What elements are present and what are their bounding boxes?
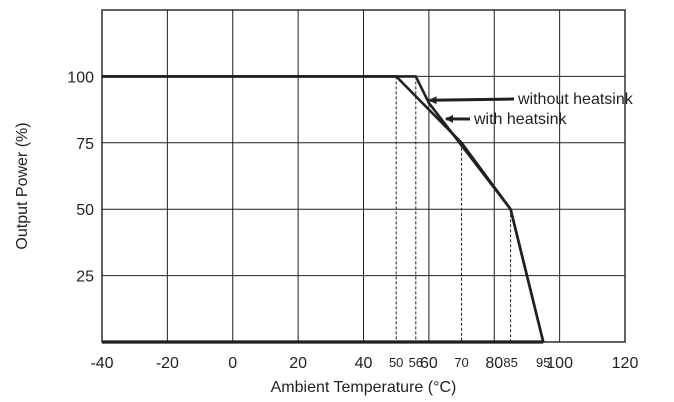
x-minor-tick-70: 70 — [454, 355, 468, 370]
annotation-label-1: without heatsink — [517, 91, 634, 108]
x-tick-40: 40 — [355, 355, 373, 372]
annotations: without heatsink with heatsink — [428, 91, 634, 128]
x-tick-0: 0 — [228, 355, 237, 372]
grid-lines — [102, 10, 625, 342]
x-minor-tick-85: 85 — [503, 355, 517, 370]
x-tick-20: 20 — [289, 355, 307, 372]
x-tick-120: 120 — [612, 355, 639, 372]
x-tick-60: 60 — [420, 355, 438, 372]
x-minor-tick-50: 50 — [389, 355, 403, 370]
x-axis-label: Ambient Temperature (°C) — [271, 379, 457, 396]
annotation-arrow-1 — [428, 96, 515, 105]
x-tick-100: 100 — [546, 355, 573, 372]
x-tick-labels: -40 -20 0 20 40 60 80 100 120 50 56 70 85 95 — [90, 355, 638, 372]
y-tick-25: 25 — [76, 269, 94, 286]
y-axis-label: Output Power (%) — [14, 122, 31, 249]
dashed-guide-lines — [395, 76, 512, 342]
x-minor-tick-95: 95 — [536, 355, 550, 370]
y-tick-50: 50 — [76, 202, 94, 219]
x-tick--40: -40 — [90, 355, 113, 372]
y-tick-75: 75 — [76, 136, 94, 153]
annotation-label-2: with heatsink — [473, 111, 567, 128]
x-minor-tick-56: 56 — [409, 355, 423, 370]
x-tick-80: 80 — [485, 355, 503, 372]
y-tick-labels: 25 50 75 100 — [67, 69, 94, 285]
plot-frame — [101, 9, 626, 343]
y-tick-100: 100 — [67, 69, 94, 86]
x-tick--20: -20 — [156, 355, 179, 372]
